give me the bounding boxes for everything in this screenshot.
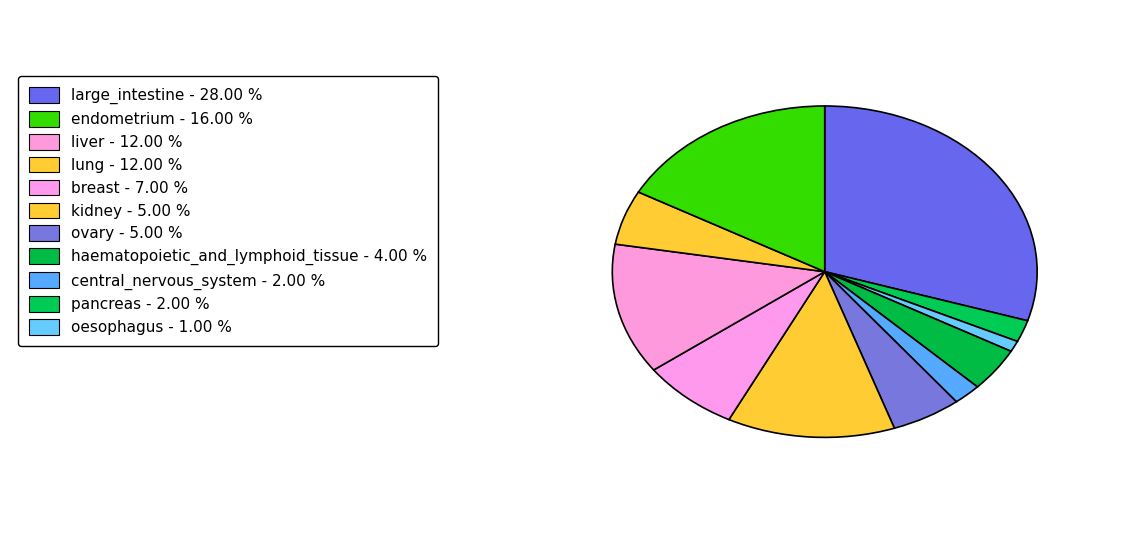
Wedge shape [616, 192, 824, 272]
Wedge shape [824, 272, 1012, 387]
Wedge shape [824, 106, 1038, 321]
Wedge shape [824, 272, 1017, 351]
Wedge shape [612, 244, 824, 370]
Wedge shape [729, 272, 895, 437]
Wedge shape [824, 272, 956, 428]
Wedge shape [638, 106, 824, 272]
Wedge shape [653, 272, 824, 420]
Wedge shape [824, 272, 978, 402]
Wedge shape [824, 272, 1027, 342]
Legend: large_intestine - 28.00 %, endometrium - 16.00 %, liver - 12.00 %, lung - 12.00 : large_intestine - 28.00 %, endometrium -… [18, 76, 438, 346]
